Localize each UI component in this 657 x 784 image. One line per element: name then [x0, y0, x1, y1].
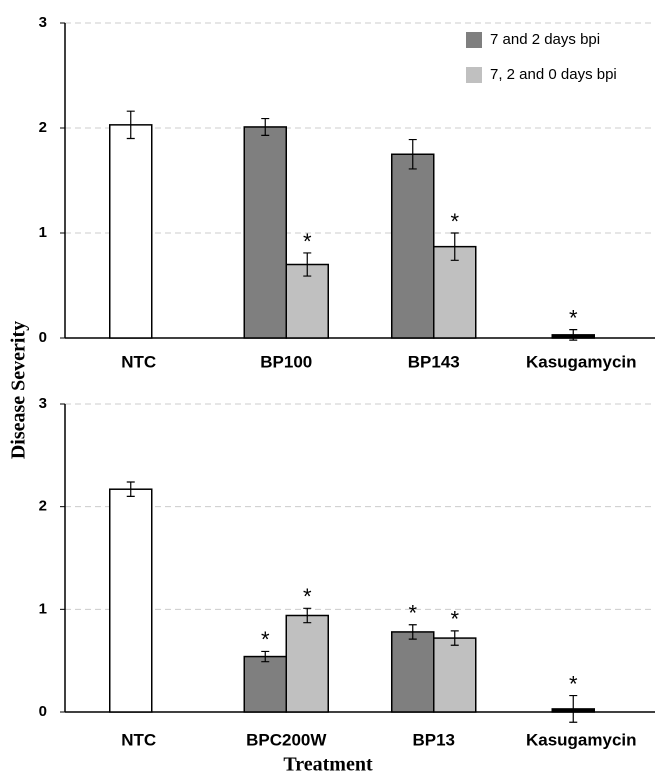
error-bar: [408, 138, 417, 170]
error-bar: [450, 630, 459, 646]
x-tick-label: BPC200W: [246, 730, 327, 749]
error-bar: [408, 624, 417, 640]
legend-swatch: [466, 67, 482, 83]
significance-mark: *: [261, 627, 270, 652]
bar: [433, 637, 477, 713]
bar: [109, 488, 153, 713]
bar: [391, 153, 435, 339]
x-tick-label: BP143: [408, 352, 460, 371]
legend-label: 7, 2 and 0 days bpi: [490, 66, 617, 83]
y-tick-label: 2: [39, 498, 47, 515]
legend-label: 7 and 2 days bpi: [490, 31, 600, 48]
bar: [285, 614, 329, 713]
significance-mark: *: [450, 209, 459, 234]
x-tick-label: NTC: [121, 730, 156, 749]
y-tick-label: 2: [39, 119, 47, 136]
error-bar: [569, 329, 578, 341]
y-tick-label: 1: [39, 600, 47, 617]
error-bar: [303, 252, 312, 277]
x-axis-label: Treatment: [283, 754, 373, 776]
error-bar: [569, 694, 578, 723]
error-bar: [261, 117, 270, 136]
significance-mark: *: [569, 305, 578, 330]
error-bar: [126, 110, 135, 140]
error-bar: [450, 232, 459, 261]
legend-swatch: [466, 32, 482, 48]
bar: [391, 631, 435, 713]
bar: [243, 655, 287, 713]
x-tick-label: BP13: [412, 730, 455, 749]
error-bar: [126, 481, 135, 497]
bar: [109, 124, 153, 339]
significance-mark: *: [303, 584, 312, 609]
bar: [243, 126, 287, 339]
bar: [285, 263, 329, 339]
significance-mark: *: [569, 671, 578, 696]
x-tick-label: Kasugamycin: [526, 730, 637, 749]
y-tick-label: 3: [39, 395, 47, 412]
y-axis-label: Disease Severity: [8, 321, 30, 459]
y-tick-label: 0: [39, 329, 47, 346]
x-tick-label: Kasugamycin: [526, 352, 637, 371]
y-tick-label: 3: [39, 14, 47, 31]
error-bar: [261, 650, 270, 663]
y-tick-label: 0: [39, 703, 47, 720]
significance-mark: *: [408, 601, 417, 626]
x-tick-label: BP100: [260, 352, 312, 371]
bar: [433, 245, 477, 339]
significance-mark: *: [303, 229, 312, 254]
error-bar: [303, 607, 312, 624]
x-tick-label: NTC: [121, 352, 156, 371]
significance-mark: *: [450, 607, 459, 632]
y-tick-label: 1: [39, 224, 47, 241]
